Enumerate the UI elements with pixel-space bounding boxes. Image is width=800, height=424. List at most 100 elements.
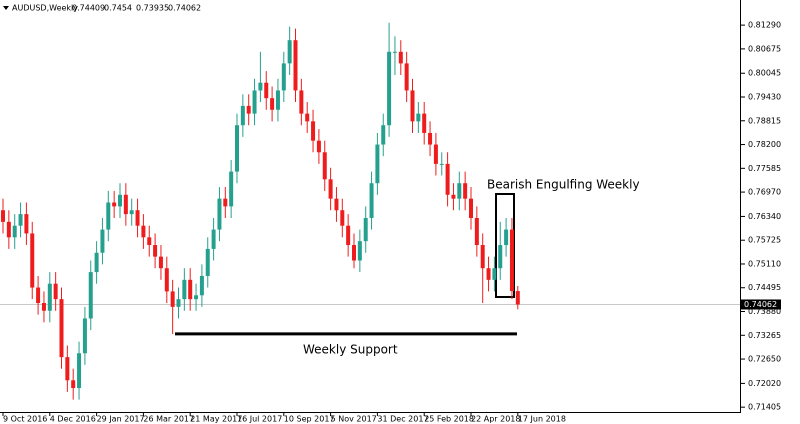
- candle-body: [123, 194, 128, 215]
- y-tick-label: 0.71405: [748, 403, 781, 412]
- title-icon: [3, 6, 9, 10]
- chart-title: AUDUSD,Weekly: [12, 4, 78, 13]
- candle-body: [504, 229, 509, 246]
- y-tick-label: 0.73265: [748, 331, 781, 340]
- candle-body: [293, 40, 298, 91]
- ohlc-open: 0.74409: [72, 4, 105, 13]
- y-tick-label: 0.79430: [748, 93, 781, 102]
- candle-body: [223, 198, 228, 207]
- candle-body: [480, 245, 485, 269]
- candle-body: [147, 237, 152, 246]
- candle-body: [463, 183, 468, 199]
- y-tick-label: 0.72020: [748, 379, 781, 388]
- x-tick-label: 5 Nov 2017: [331, 415, 377, 424]
- candle-body: [486, 268, 491, 280]
- candle-body: [328, 179, 333, 199]
- x-tick-label: 21 May 2017: [190, 415, 242, 424]
- candle-body: [410, 90, 415, 122]
- candle-body: [153, 245, 158, 257]
- candle-body: [346, 225, 351, 246]
- candle-body: [375, 144, 380, 184]
- candle-body: [428, 132, 433, 145]
- candle-body: [334, 198, 339, 211]
- candle-body: [422, 113, 427, 133]
- candle-body: [311, 121, 316, 141]
- x-tick-label: 4 Dec 2016: [50, 415, 96, 424]
- support-label: Weekly Support: [303, 342, 398, 356]
- candle-body: [281, 63, 286, 91]
- candle-body: [492, 268, 497, 280]
- candle-body: [188, 279, 193, 300]
- candle-body: [199, 275, 204, 296]
- candle-body: [433, 144, 438, 164]
- x-tick-label: 9 Oct 2016: [3, 415, 47, 424]
- candle-body: [404, 63, 409, 91]
- candle-body: [88, 272, 93, 319]
- candle-body: [275, 90, 280, 110]
- candle-body: [158, 256, 163, 269]
- candle-body: [381, 125, 386, 145]
- candle-body: [246, 105, 251, 114]
- candle-body: [141, 225, 146, 238]
- candle-body: [100, 229, 105, 253]
- candle-body: [451, 194, 456, 199]
- x-tick-label: 17 Jun 2018: [518, 415, 566, 424]
- candle-body: [164, 268, 169, 292]
- candle-body: [18, 214, 23, 226]
- candle-body: [515, 291, 520, 305]
- y-tick-label: 0.80675: [748, 44, 781, 53]
- y-tick-label: 0.72650: [748, 355, 781, 364]
- y-tick-label: 0.73880: [748, 307, 781, 316]
- candle-body: [170, 291, 175, 307]
- candle-body: [65, 357, 70, 381]
- candle-body: [387, 51, 392, 126]
- candle-body: [469, 198, 473, 218]
- candle-body: [53, 283, 58, 300]
- candle-body: [82, 318, 87, 354]
- candle-body: [299, 90, 304, 114]
- ohlc-low: 0.73935: [136, 4, 169, 13]
- y-tick-label: 0.80045: [748, 69, 781, 78]
- candle-body: [316, 140, 321, 153]
- candle-body: [217, 198, 222, 230]
- candle-body: [322, 152, 327, 180]
- candle-body: [229, 171, 234, 207]
- price-label-bg: [741, 299, 781, 310]
- candle-body: [12, 225, 17, 238]
- candle-body: [194, 295, 199, 300]
- y-tick-label: 0.74495: [748, 283, 781, 292]
- price-label: 0.74062: [744, 300, 777, 309]
- candle-body: [264, 82, 269, 99]
- ohlc-close: 0.74062: [168, 4, 201, 13]
- candle-body: [182, 279, 187, 300]
- candle-body: [287, 40, 292, 64]
- x-tick-label: 22 Apr 2018: [471, 415, 520, 424]
- candle-body: [77, 353, 82, 389]
- candle-body: [6, 221, 11, 238]
- x-tick-label: 26 Mar 2017: [143, 415, 194, 424]
- y-tick-label: 0.76970: [748, 188, 781, 197]
- candle-body: [118, 194, 122, 207]
- candle-body: [71, 380, 76, 389]
- candle-body: [129, 210, 134, 215]
- candle-body: [392, 51, 397, 53]
- x-tick-label: 16 Jul 2017: [237, 415, 282, 424]
- candle-body: [305, 113, 310, 122]
- candle-body: [445, 163, 450, 195]
- x-tick-label: 29 Jan 2017: [97, 415, 145, 424]
- y-tick-label: 0.81290: [748, 21, 781, 30]
- candle-body: [352, 245, 356, 261]
- candle-body: [41, 303, 46, 311]
- highlight-box: [495, 193, 515, 298]
- ohlc-high: 0.7454: [104, 4, 132, 13]
- candle-body: [36, 287, 41, 304]
- candle-body: [252, 90, 257, 114]
- candle-body: [176, 299, 181, 307]
- y-tick-label: 0.75725: [748, 236, 781, 245]
- y-tick-label: 0.77585: [748, 164, 781, 173]
- candle-body: [94, 252, 99, 273]
- candle-body: [235, 125, 239, 172]
- candle-body: [30, 233, 35, 288]
- candle-body: [24, 214, 29, 234]
- candle-body: [211, 229, 216, 249]
